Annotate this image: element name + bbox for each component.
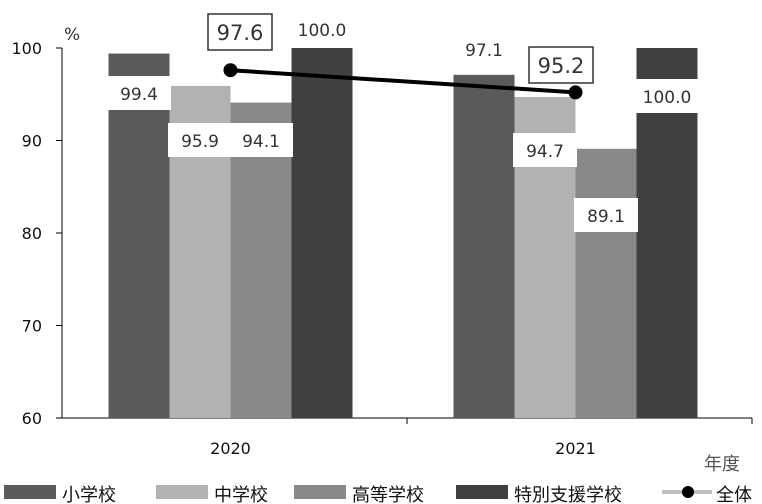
y-tick-label: 90 (22, 132, 42, 151)
bar-label: 95.9 (181, 132, 219, 152)
y-unit-label: % (64, 25, 80, 45)
bar-label-box (635, 79, 699, 113)
x-unit-label: 年度 (704, 454, 740, 475)
bar-label: 94.7 (526, 142, 564, 162)
bar-label: 97.1 (465, 41, 503, 61)
x-tick-label: 2020 (210, 439, 251, 458)
bar-label: 100.0 (643, 88, 692, 108)
legend-label: 高等学校 (352, 485, 424, 504)
data-labels: 99.4 95.9 94.1 100.0 97.1 94.7 89.1 100.0 97.6 95… (107, 13, 699, 232)
bar-label-box (107, 76, 171, 110)
bar-label-box (229, 123, 293, 157)
line-label: 97.6 (217, 21, 264, 45)
bar (575, 148, 637, 418)
total-line-point (223, 63, 238, 78)
bar-label: 99.4 (120, 85, 158, 105)
y-tick-label: 80 (22, 224, 42, 243)
bars (108, 48, 698, 419)
y-tick-label: 60 (22, 409, 42, 428)
legend-swatch (4, 485, 56, 499)
line-label-box (207, 13, 273, 51)
y-tick-label: 70 (22, 317, 42, 336)
legend-label: 中学校 (214, 485, 268, 504)
bar-label: 94.1 (242, 132, 280, 152)
bar-label-box (574, 198, 638, 232)
legend-line-marker (682, 486, 694, 498)
bar-label: 100.0 (298, 21, 347, 41)
bar (291, 48, 353, 418)
bar-label: 89.1 (587, 207, 625, 227)
line-label-box (528, 46, 594, 84)
line-label: 95.2 (538, 54, 585, 78)
legend-swatch (456, 485, 508, 499)
y-tick-label: 100 (11, 39, 42, 58)
legend-label: 特別支援学校 (514, 485, 622, 504)
total-line-path (230, 68, 576, 95)
total-line (223, 63, 583, 100)
legend-label: 全体 (716, 485, 752, 504)
bar (108, 53, 170, 419)
bar-label-box (513, 133, 577, 167)
bar (453, 74, 515, 418)
legend-label: 小学校 (62, 485, 116, 504)
legend-swatch (156, 485, 208, 499)
legend: 小学校 中学校 高等学校 特別支援学校 全体 (4, 485, 752, 504)
legend-swatch (294, 485, 346, 499)
bar-label-box (168, 123, 232, 157)
total-line-point (568, 85, 583, 100)
x-tick-label: 2021 (555, 439, 596, 458)
